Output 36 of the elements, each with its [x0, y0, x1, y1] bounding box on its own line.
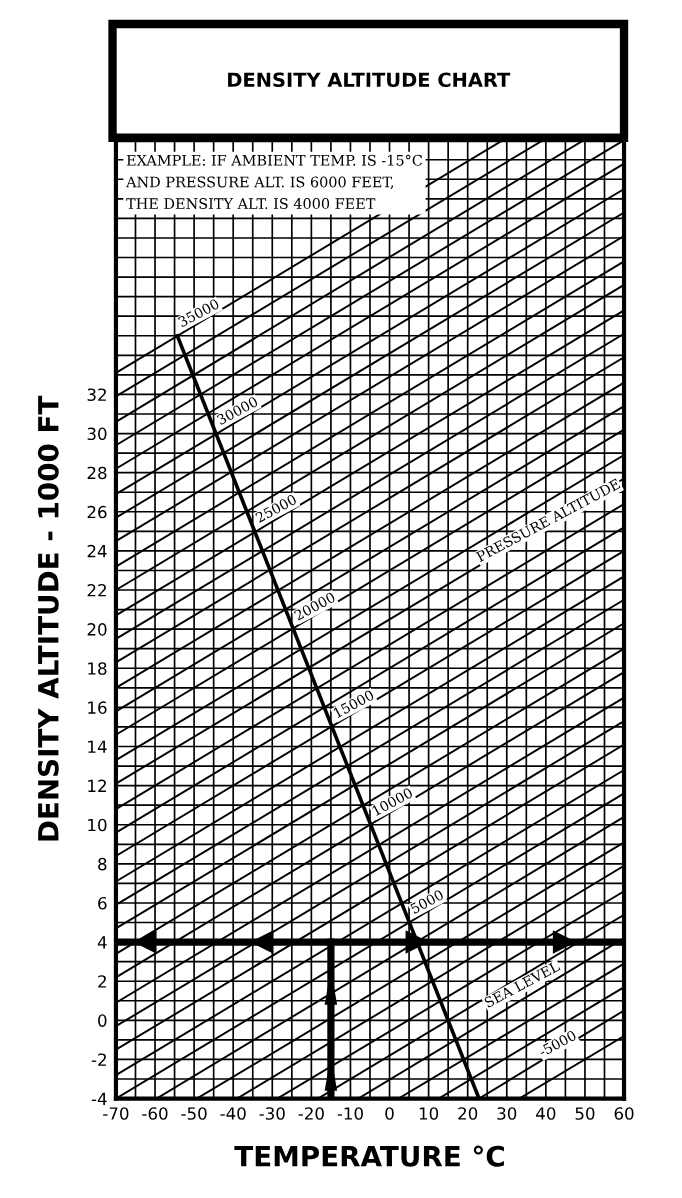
y-tick-label: 32 — [87, 388, 106, 401]
x-tick-label: -50 — [181, 1107, 207, 1120]
x-tick-label: 60 — [614, 1107, 634, 1120]
y-tick-label: -4 — [91, 1092, 107, 1105]
y-tick-label: 16 — [88, 701, 107, 714]
x-tick-label: 0 — [385, 1107, 394, 1120]
y-axis-title: DENSITY ALTITUDE - 1000 FT — [37, 395, 59, 841]
chart-title: DENSITY ALTITUDE CHART — [228, 72, 511, 88]
x-tick-label: -70 — [103, 1107, 129, 1120]
x-tick-label: 30 — [497, 1107, 517, 1120]
x-tick-label: 50 — [575, 1107, 595, 1120]
y-tick-label: 22 — [87, 583, 106, 597]
x-tick-label: 20 — [458, 1107, 478, 1120]
y-tick-label: 6 — [98, 896, 107, 910]
x-tick-label: -40 — [220, 1107, 246, 1120]
x-tick-label: -30 — [259, 1107, 285, 1120]
y-tick-label: 12 — [88, 779, 106, 792]
y-tick-label: 20 — [87, 623, 107, 636]
y-tick-label: 2 — [98, 975, 106, 988]
y-tick-label: 24 — [87, 544, 107, 558]
y-tick-label: 4 — [97, 936, 107, 949]
y-tick-label: 8 — [98, 857, 107, 871]
y-tick-label: 10 — [88, 818, 107, 832]
y-tick-label: 18 — [88, 662, 107, 675]
x-tick-label: -60 — [142, 1107, 168, 1120]
y-tick-label: 0 — [98, 1014, 107, 1027]
x-tick-label: 40 — [536, 1107, 556, 1120]
x-tick-label: -10 — [337, 1107, 363, 1120]
y-tick-label: 28 — [87, 466, 107, 480]
y-tick-label: -2 — [91, 1053, 106, 1066]
y-tick-label: 14 — [88, 740, 107, 753]
y-tick-label: 26 — [87, 505, 107, 519]
x-tick-label: -20 — [298, 1107, 324, 1120]
y-tick-label: 30 — [87, 427, 107, 441]
x-tick-label: 10 — [419, 1107, 439, 1120]
x-axis-title: TEMPERATURE °C — [234, 1145, 504, 1167]
